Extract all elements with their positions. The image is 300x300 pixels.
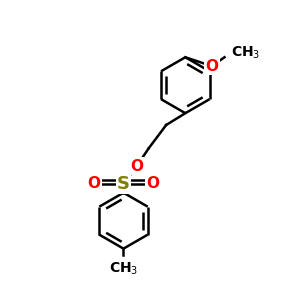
Text: CH$_3$: CH$_3$: [231, 45, 260, 61]
Text: CH$_3$: CH$_3$: [109, 260, 138, 277]
Text: O: O: [205, 58, 218, 74]
Text: S: S: [117, 175, 130, 193]
Text: O: O: [130, 159, 143, 174]
Text: O: O: [88, 176, 100, 191]
Text: O: O: [146, 176, 159, 191]
